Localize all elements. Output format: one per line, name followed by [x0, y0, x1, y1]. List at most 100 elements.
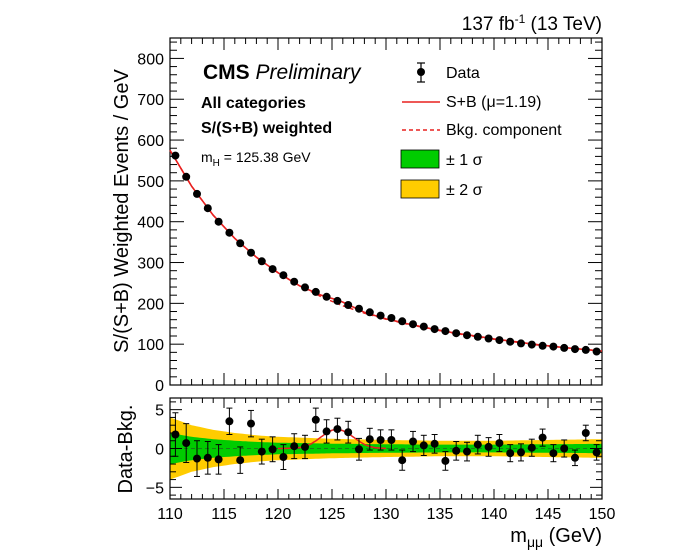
ratio-data-marker [301, 442, 309, 451]
main-data-point [430, 325, 439, 334]
ratio-data-marker [581, 429, 590, 437]
ratio-data-point [495, 434, 504, 453]
ratio-data-point [581, 424, 590, 442]
ratio-data-marker [171, 430, 180, 439]
ratio-data-point [441, 451, 450, 471]
ratio-data-point [538, 428, 547, 447]
main-data-point [560, 343, 569, 352]
ratio-data-marker [506, 449, 515, 458]
main-data-point [419, 322, 428, 331]
ratio-data-point [311, 407, 320, 432]
main-data-point [214, 217, 223, 226]
main-data-point [355, 304, 363, 313]
ratio-data-point [182, 423, 191, 463]
ratio-data-point [322, 419, 331, 444]
ratio-data-marker [225, 417, 234, 426]
ratio-data-marker [409, 437, 417, 446]
main-data-point [409, 320, 417, 329]
bkg-component-line [169, 149, 603, 352]
x-tick-label: 150 [589, 506, 616, 523]
main-y-tick-label: 600 [137, 133, 164, 150]
x-tick-label: 120 [265, 506, 292, 523]
main-data-point [592, 347, 601, 356]
ratio-data-marker [430, 439, 439, 448]
main-data-points [171, 151, 601, 356]
ratio-data-marker [473, 440, 482, 449]
main-x-ticks [169, 38, 603, 385]
cms-label: CMS Preliminary [203, 61, 362, 84]
ratio-y-tick-label: 0 [155, 442, 164, 459]
ratio-data-marker [322, 427, 331, 436]
legend-bkg-label: Bkg. component [446, 122, 562, 139]
main-data-point [398, 317, 407, 326]
ratio-data-point [247, 409, 255, 438]
ratio-data-point [549, 444, 558, 463]
legend-sb-label: S+B (μ=1.19) [446, 94, 542, 111]
x-axis-label: mμμ (GeV) [510, 525, 602, 550]
legend-one-sigma-label: ± 1 σ [446, 152, 483, 169]
lumi-label: 137 fb-1 (13 TeV) [462, 12, 602, 35]
main-data-point [581, 345, 590, 354]
ratio-data-point [376, 429, 385, 451]
ratio-data-point [430, 434, 439, 454]
ratio-data-marker [355, 445, 363, 454]
main-plot-frame [169, 37, 603, 386]
x-tick-label: 130 [373, 506, 400, 523]
ratio-data-marker [344, 428, 353, 437]
ratio-data-marker [419, 441, 428, 450]
ratio-data-point [333, 417, 342, 441]
main-data-point [527, 340, 536, 349]
main-data-point [473, 332, 482, 341]
ratio-data-marker [527, 443, 536, 452]
main-y-axis: 0 100 200 300 400 500 600 700 800 [137, 41, 602, 395]
ratio-data-point [193, 440, 201, 477]
ratio-y-tick-label: −5 [146, 480, 164, 497]
ratio-data-marker [236, 456, 245, 465]
main-data-point [225, 228, 234, 237]
ratio-data-marker [193, 454, 201, 463]
ratio-data-marker [495, 439, 504, 448]
ratio-y-axis: −5 0 5 [146, 401, 602, 497]
main-data-point [495, 336, 504, 345]
ratio-data-marker [549, 449, 558, 458]
x-tick-label: 140 [481, 506, 508, 523]
main-data-point [344, 301, 353, 309]
ratio-x-axis: 110 115 120 125 130 135 140 145 150 [157, 398, 615, 523]
main-data-point [333, 296, 342, 305]
ratio-data-point [506, 444, 515, 463]
ratio-data-point [236, 446, 245, 474]
main-data-point [376, 311, 385, 320]
ratio-data-marker [203, 453, 212, 462]
main-data-point [365, 308, 374, 317]
ratio-data-point [484, 437, 493, 457]
main-y-axis-label: S/(S+B) Weighted Events / GeV [111, 69, 133, 353]
main-data-point [441, 327, 450, 336]
ratio-data-points [171, 407, 601, 477]
ratio-panel: −5 0 5 110 115 120 125 130 135 140 145 150 Data-Bk… [115, 397, 615, 550]
ratio-data-point [203, 441, 212, 475]
ratio-data-marker [214, 455, 223, 464]
ratio-data-marker [333, 425, 342, 434]
ratio-data-marker [592, 448, 601, 457]
main-data-point [279, 271, 288, 280]
ratio-data-marker [538, 433, 547, 442]
main-y-tick-label: 100 [137, 337, 164, 354]
ratio-y-tick-label: 5 [155, 403, 164, 420]
ratio-data-point [571, 449, 579, 467]
x-tick-label: 145 [535, 506, 562, 523]
legend-two-sigma-label: ± 2 σ [446, 182, 483, 199]
ratio-data-point [279, 444, 288, 470]
ratio-data-marker [452, 446, 461, 455]
main-data-point [193, 189, 201, 198]
ratio-data-marker [365, 435, 374, 444]
main-data-point [322, 292, 331, 301]
main-y-tick-label: 200 [137, 296, 164, 313]
ratio-data-marker [268, 445, 277, 454]
ratio-data-marker [387, 436, 396, 444]
legend-one-sigma-box [400, 149, 440, 169]
main-y-tick-label: 500 [137, 174, 164, 191]
main-data-point [571, 345, 579, 354]
main-data-point [387, 314, 396, 322]
ratio-data-point [344, 420, 353, 444]
